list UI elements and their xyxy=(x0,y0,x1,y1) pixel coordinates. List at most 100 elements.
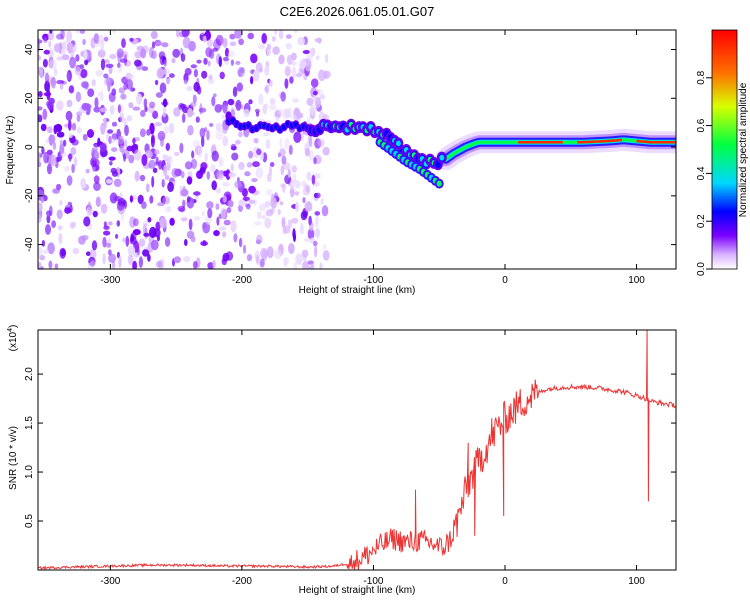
noise-blob xyxy=(228,172,236,178)
noise-blob xyxy=(45,224,51,235)
noise-blob xyxy=(282,184,286,193)
noise-blob xyxy=(149,226,157,238)
noise-blob xyxy=(154,122,162,127)
noise-blob xyxy=(248,150,254,159)
noise-blob xyxy=(243,108,250,118)
noise-blob xyxy=(261,249,268,261)
noise-blob xyxy=(210,164,216,172)
noise-blob xyxy=(269,162,275,167)
noise-blob xyxy=(212,259,216,269)
noise-blob xyxy=(299,59,307,70)
noise-blob xyxy=(201,70,208,79)
noise-blob xyxy=(71,122,77,131)
noise-blob xyxy=(295,72,302,78)
noise-blob xyxy=(283,257,288,268)
noise-blob xyxy=(277,208,281,216)
noise-blob xyxy=(253,137,259,144)
noise-blob xyxy=(165,142,170,151)
colorbar-ticks: 0.0 0.2 0.4 0.6 0.8 xyxy=(696,70,712,276)
noise-blob xyxy=(165,205,172,213)
noise-blob xyxy=(206,39,213,48)
noise-blob xyxy=(300,223,304,235)
noise-blob xyxy=(183,79,188,85)
snr-y-label: SNR (10 * v/v) xyxy=(8,426,19,490)
noise-blob xyxy=(133,218,139,227)
y-tick-label: -40 xyxy=(24,237,35,252)
spectrogram-ridge xyxy=(225,116,676,189)
noise-blob xyxy=(71,163,75,174)
noise-blob xyxy=(230,163,234,172)
noise-blob xyxy=(294,191,300,196)
noise-blob xyxy=(127,254,134,266)
noise-blob xyxy=(204,152,208,162)
noise-blob xyxy=(154,149,160,155)
noise-blob xyxy=(43,37,48,44)
noise-blob xyxy=(46,214,51,224)
noise-blob xyxy=(56,183,62,191)
noise-blob xyxy=(108,135,112,145)
noise-blob xyxy=(163,126,170,135)
noise-blob xyxy=(173,256,181,264)
noise-blob xyxy=(87,88,95,97)
noise-blob xyxy=(310,78,319,88)
noise-blob xyxy=(93,182,101,191)
noise-blob xyxy=(305,184,311,193)
noise-blob xyxy=(123,54,128,66)
noise-blob xyxy=(81,81,89,89)
noise-blob xyxy=(308,215,312,226)
noise-blob xyxy=(151,176,155,188)
noise-blob xyxy=(70,147,77,156)
noise-blob xyxy=(84,59,89,66)
noise-blob xyxy=(270,197,278,209)
noise-blob xyxy=(158,160,163,170)
noise-blob xyxy=(157,202,165,207)
noise-blob xyxy=(109,161,113,166)
noise-blob xyxy=(82,133,88,141)
noise-blob xyxy=(315,192,321,199)
noise-blob xyxy=(75,30,81,34)
noise-blob xyxy=(155,156,159,165)
noise-blob xyxy=(229,41,237,47)
noise-blob xyxy=(259,258,265,268)
ridge-blob xyxy=(293,121,298,128)
noise-blob xyxy=(182,199,186,209)
noise-blob xyxy=(274,30,278,36)
noise-blob xyxy=(290,179,295,190)
noise-blob xyxy=(295,253,303,265)
noise-blob xyxy=(218,56,223,68)
noise-blob xyxy=(182,36,191,49)
noise-blob xyxy=(50,76,56,86)
noise-blob xyxy=(146,129,151,136)
snr-x-label: Height of straight line (km) xyxy=(299,585,416,596)
noise-blob xyxy=(264,200,271,208)
noise-blob xyxy=(325,53,329,64)
noise-blob xyxy=(73,156,78,167)
noise-blob xyxy=(167,181,175,193)
colorbar-label: Normalized spectral amplitude xyxy=(738,82,749,217)
noise-blob xyxy=(97,49,106,58)
noise-blob xyxy=(295,201,299,212)
noise-blob xyxy=(302,50,310,54)
noise-blob xyxy=(247,30,252,33)
noise-blob xyxy=(288,243,295,255)
noise-blob xyxy=(200,30,205,36)
noise-blob xyxy=(76,111,82,117)
noise-blob xyxy=(48,134,56,144)
noise-blob xyxy=(103,73,109,79)
noise-blob xyxy=(222,182,231,187)
noise-blob xyxy=(206,130,210,141)
noise-blob xyxy=(38,67,44,74)
noise-blob xyxy=(75,54,80,62)
noise-blob xyxy=(311,174,316,185)
noise-blob xyxy=(303,237,312,243)
noise-blob xyxy=(102,253,106,265)
noise-blob xyxy=(314,211,321,216)
noise-blob xyxy=(177,205,186,212)
noise-blob xyxy=(71,139,79,146)
noise-blob xyxy=(44,80,50,92)
noise-blob xyxy=(43,92,52,97)
noise-blob xyxy=(66,99,73,108)
noise-blob xyxy=(238,204,243,212)
noise-blob xyxy=(67,42,73,54)
